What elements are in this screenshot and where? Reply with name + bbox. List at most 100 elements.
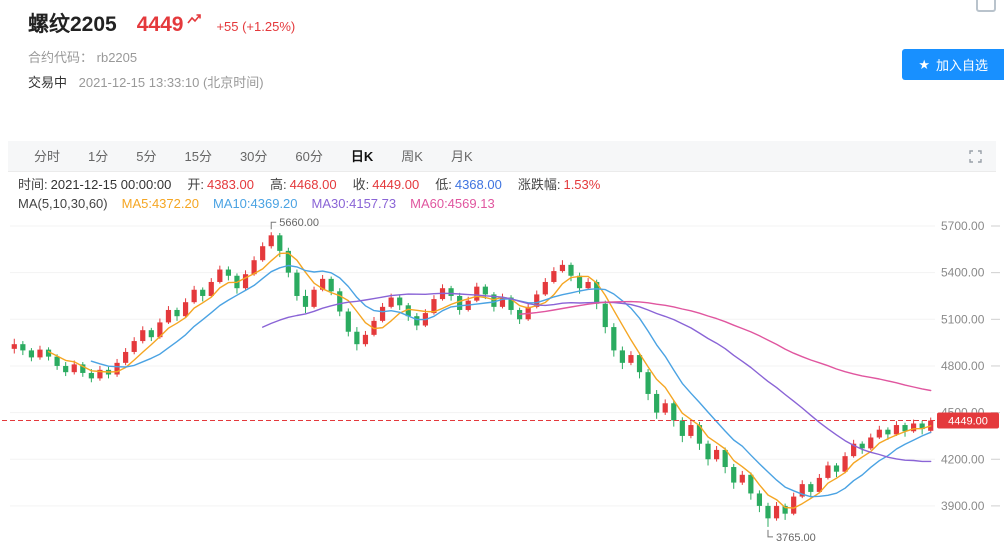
ma-legend-item-3: MA30:4157.73: [311, 196, 397, 211]
period-tab-6[interactable]: 60分: [295, 149, 323, 164]
candle-body: [662, 403, 668, 413]
candle-body: [851, 443, 857, 457]
ma-legend-item-4: MA60:4569.13: [410, 196, 495, 211]
candle-body: [919, 423, 925, 430]
period-tab-7[interactable]: 日K: [350, 149, 374, 164]
window-control-icon[interactable]: [976, 0, 996, 12]
candle-body: [182, 302, 189, 317]
candle-body: [748, 474, 754, 494]
candle-body: [225, 269, 232, 276]
contract-row: 合约代码： rb2205: [28, 47, 137, 66]
candle-body: [885, 429, 891, 435]
candle-body: [791, 496, 797, 514]
period-tab-4[interactable]: 15分: [184, 149, 212, 164]
candle-body: [696, 425, 703, 444]
candle-body: [602, 303, 608, 328]
candle-body: [585, 281, 591, 289]
y-axis-label: 5400.00: [941, 266, 985, 280]
candle-body: [260, 246, 266, 261]
candle-body: [576, 275, 583, 289]
period-tab-3[interactable]: 5分: [136, 149, 157, 164]
candle-body: [559, 264, 566, 272]
candle-body: [654, 393, 660, 413]
high-annotation-marker: [270, 221, 277, 230]
candle-body: [242, 274, 249, 289]
candle-body: [148, 330, 154, 338]
candle-body: [208, 281, 214, 296]
period-tab-5[interactable]: 30分: [239, 149, 268, 164]
candle-body: [619, 350, 625, 363]
info-label: 收:: [352, 177, 370, 192]
candle-body: [414, 316, 420, 326]
candle-body: [534, 294, 540, 307]
candle-body: [11, 344, 17, 349]
y-axis-label: 5100.00: [941, 312, 985, 326]
candle-body: [713, 449, 720, 460]
last-price: 4449: [136, 13, 184, 36]
candle-body: [756, 493, 763, 506]
fullscreen-icon[interactable]: [969, 150, 982, 163]
candle-body: [765, 505, 771, 519]
candle-body: [431, 299, 437, 314]
candle-body: [328, 278, 334, 292]
info-label: 时间:: [18, 177, 48, 192]
candle-body: [679, 420, 685, 436]
candle-body: [491, 294, 497, 307]
candle-body: [20, 344, 26, 351]
candle-body: [508, 297, 514, 310]
candle-body: [705, 443, 711, 460]
candle-body: [320, 278, 326, 290]
ma-legend-item-2: MA10:4369.20: [212, 196, 298, 211]
candle-body: [379, 306, 386, 321]
candle-body: [362, 334, 369, 345]
candle-body: [782, 505, 788, 514]
info-item: 时间: 2021-12-15 00:00:00: [18, 177, 171, 192]
candle-body: [54, 356, 60, 366]
ma-group-label: MA(5,10,30,60): [18, 196, 108, 211]
info-value: 4449.00: [372, 177, 420, 192]
candle-body: [200, 289, 206, 296]
candle-body: [825, 465, 831, 478]
period-tab-8[interactable]: 周K: [401, 149, 423, 164]
candle-body: [594, 281, 600, 304]
add-watchlist-button[interactable]: ★ 加入自选: [902, 49, 1004, 80]
info-value: 2021-12-15 00:00:00: [50, 177, 172, 192]
info-item: 涨跌幅: 1.53%: [518, 177, 601, 192]
header: 螺纹2205 4449 +55 (+1.25%): [28, 8, 295, 38]
candle-body: [37, 349, 43, 358]
info-value: 4368.00: [454, 177, 502, 192]
y-axis-label: 5700.00: [941, 219, 985, 233]
period-tab-1[interactable]: 分时: [34, 149, 61, 164]
candle-body: [474, 286, 480, 301]
candle-body: [448, 288, 454, 296]
candle-body: [902, 425, 908, 432]
candle-body: [97, 369, 103, 379]
candle-body: [842, 456, 848, 472]
y-axis-label: 4200.00: [941, 452, 985, 466]
candle-body: [277, 235, 283, 251]
candle-body: [773, 505, 780, 519]
status-row: 交易中 2021-12-15 13:33:10 (北京时间): [28, 72, 264, 91]
page-title: 螺纹2205: [28, 13, 117, 36]
info-item: 开: 4383.00: [187, 177, 254, 192]
period-tab-9[interactable]: 月K: [450, 149, 473, 164]
candle-body: [157, 322, 163, 338]
candle-body: [739, 474, 745, 483]
candle-body: [345, 311, 351, 332]
candle-body: [551, 271, 557, 282]
period-tab-2[interactable]: 1分: [88, 149, 109, 164]
candle-body: [688, 425, 694, 436]
current-price-tag: [937, 412, 999, 429]
ma60-line: [518, 300, 932, 392]
price-change: +55 (+1.25%): [216, 19, 296, 34]
candle-body: [63, 365, 69, 373]
low-annotation-label: 3765.00: [776, 532, 816, 544]
candle-body: [294, 272, 300, 296]
candlestick-chart[interactable]: 5700.005400.005100.004800.004500.004200.…: [0, 212, 1004, 551]
info-label: 高:: [269, 177, 287, 192]
candle-body: [140, 330, 146, 342]
info-value: 4468.00: [289, 177, 337, 192]
info-item: 低: 4368.00: [435, 177, 502, 192]
star-icon: ★: [918, 56, 930, 72]
